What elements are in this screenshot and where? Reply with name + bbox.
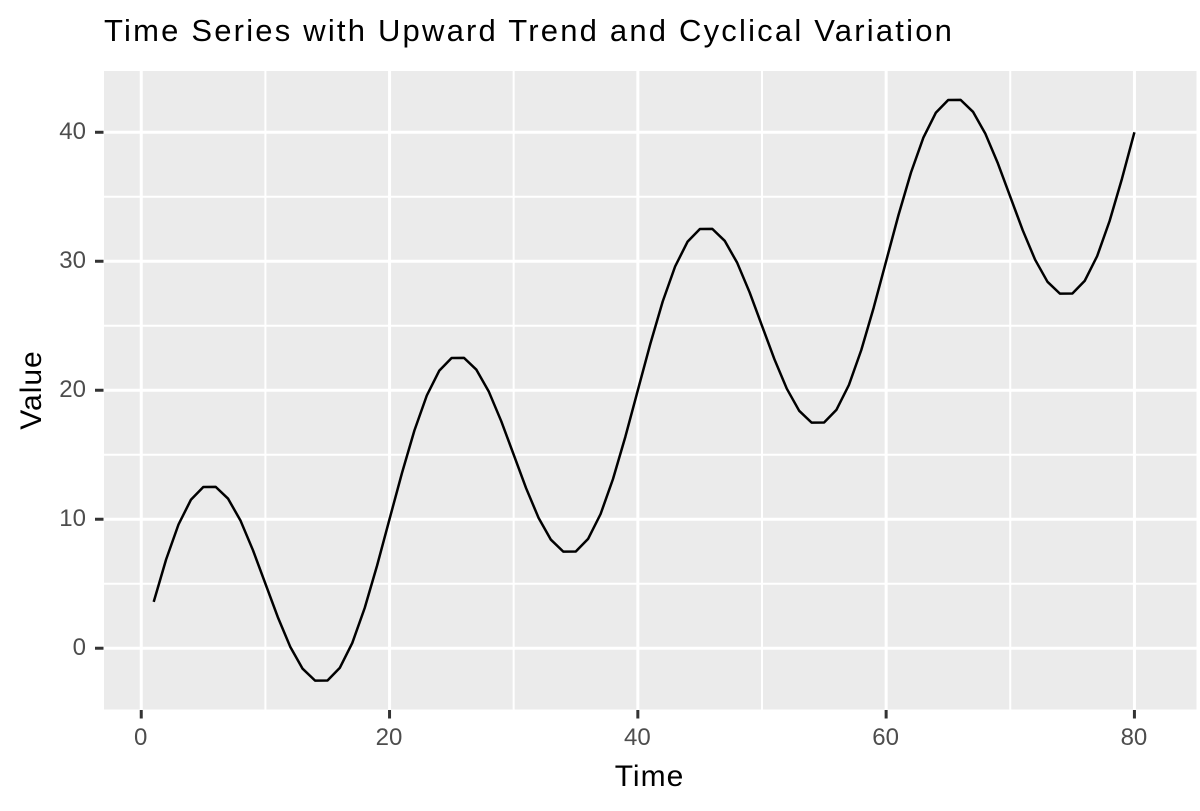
x-tick-label: 80	[1120, 724, 1148, 751]
x-tick-label: 0	[134, 724, 148, 751]
x-tick-label: 40	[623, 724, 651, 751]
y-tick-label: 0	[72, 633, 86, 661]
y-tick-label: 30	[59, 246, 86, 274]
chart-title: Time Series with Upward Trend and Cyclic…	[104, 13, 955, 48]
x-tick-label: 60	[872, 724, 899, 751]
y-tick-label: 10	[59, 504, 86, 532]
y-tick-label: 20	[59, 375, 86, 403]
x-tick-label: 20	[375, 724, 403, 751]
x-axis-title: Time	[614, 760, 685, 793]
plot-panel	[94, 70, 1196, 718]
series-line	[152, 98, 1136, 682]
y-tick-label: 40	[59, 117, 86, 145]
